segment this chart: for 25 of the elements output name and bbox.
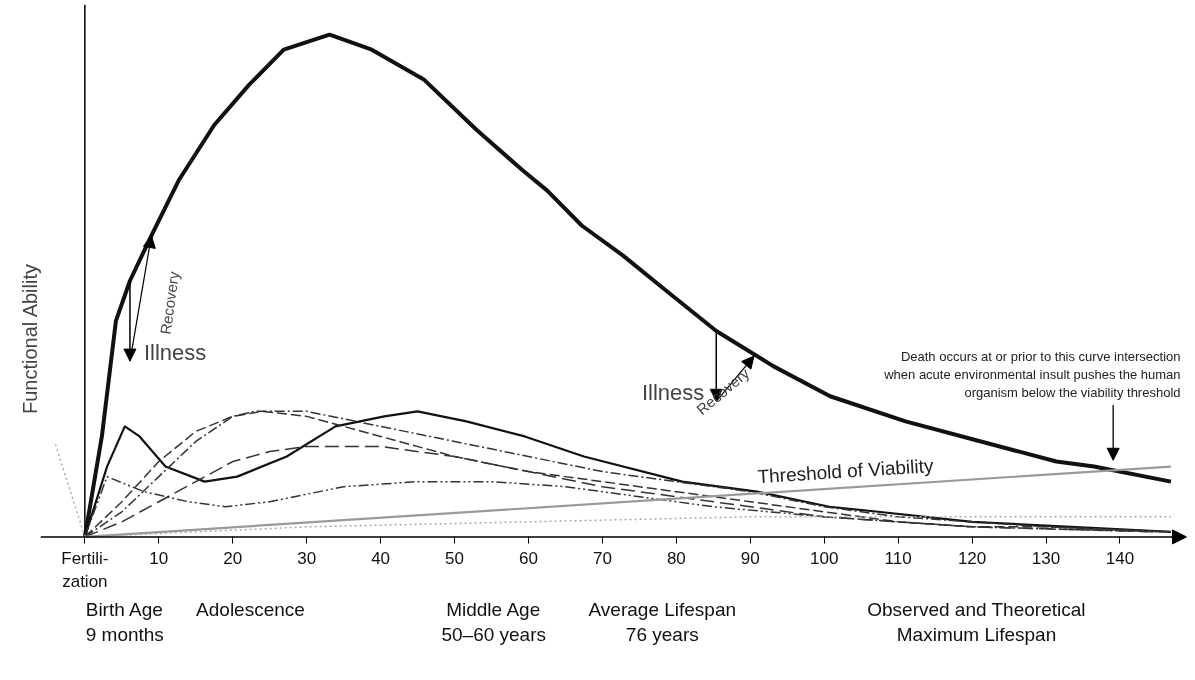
x-tick-label: 110 [884,548,912,568]
x-tick-label: 40 [371,548,391,568]
series-label: Threshold of Viability [756,454,935,488]
x-tick-label: 10 [149,548,169,568]
x-tick-label: 120 [957,548,987,568]
x-tick-label: 70 [592,548,612,568]
x-tick-label: Fertili- zation [61,548,109,591]
x-tick-label: 90 [740,548,760,568]
x-tick-label: 100 [810,548,839,568]
annotation: Death occurs at or prior to this curve intersection when acute environmental insult pushes the human organism below the viability threshold [883,349,1181,400]
x-tick-label: 20 [223,548,243,568]
x-tick-label: 30 [297,548,317,568]
x-tick-label: 130 [1031,548,1061,568]
text: Birth Age 9 months [85,598,164,646]
x-tick-label: 140 [1105,548,1135,568]
text: Average Lifespan 76 years [588,598,737,646]
text: Adolescence [196,598,305,620]
x-tick-label: 50 [445,548,465,568]
x-tick-label: 80 [666,548,686,568]
text: Middle Age 50–60 years [441,598,547,646]
annotation: Illness [143,340,207,366]
text: Observed and Theoretical Maximum Lifespan [867,598,1086,646]
annotation: Recovery [156,269,183,336]
y-axis-title: Functional Ability [18,264,41,415]
x-tick-label: 60 [519,548,538,568]
